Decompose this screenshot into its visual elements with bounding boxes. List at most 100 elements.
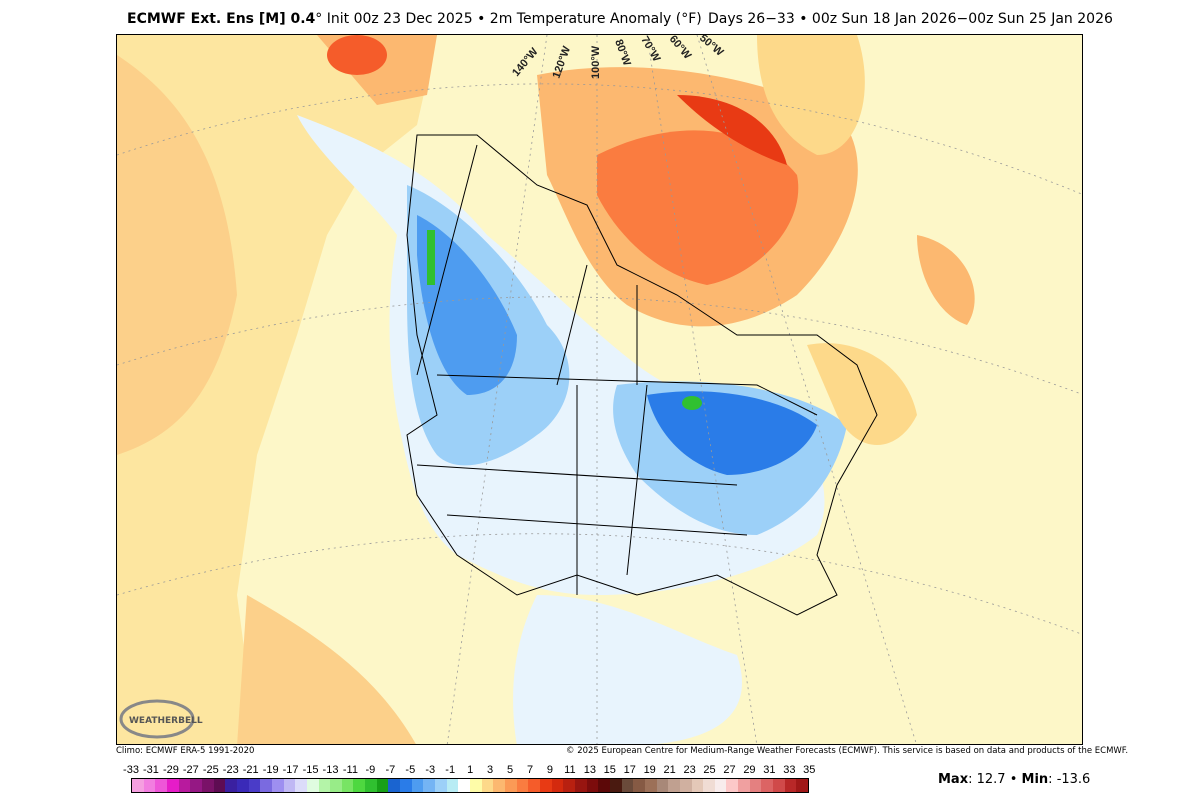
- colorbar-tick-label: -7: [385, 764, 396, 776]
- colorbar-tick-label: -9: [365, 764, 376, 776]
- valid-period: Days 26−33 • 00z Sun 18 Jan 2026−00z Sun…: [708, 11, 1113, 27]
- colorbar-swatch: [353, 779, 366, 792]
- colorbar-tick-label: -31: [142, 764, 159, 776]
- colorbar-swatch: [330, 779, 342, 792]
- init-time: Init 00z 23 Dec 2025: [326, 11, 473, 27]
- colorbar-swatch: [295, 779, 307, 792]
- colorbar-swatch: [668, 779, 680, 792]
- colorbar-swatch: [633, 779, 645, 792]
- colorbar: [131, 778, 809, 793]
- colorbar-swatch: [598, 779, 610, 792]
- graticule: [117, 35, 1082, 744]
- colorbar-swatch: [738, 779, 750, 792]
- western-cold-core: [417, 215, 517, 395]
- colorbar-swatch: [773, 779, 785, 792]
- mexico-gulf-cool: [513, 595, 742, 744]
- map-canvas: 140°W 120°W 100°W 80°W 70°W 60°W 50°W WE…: [117, 35, 1082, 744]
- colorbar-tick-label: -17: [282, 764, 299, 776]
- colorbar-swatch: [178, 779, 191, 792]
- max-value: 12.7: [976, 772, 1006, 787]
- max-min-readout: Max: 12.7 • Min: -13.6: [938, 772, 1091, 787]
- colorbar-tick-label: 33: [783, 764, 796, 776]
- colorbar-tick-label: -21: [242, 764, 259, 776]
- colorbar-swatch: [749, 779, 762, 792]
- colorbar-tick-label: -11: [342, 764, 358, 776]
- colorbar-tick-label: -33: [123, 764, 139, 776]
- colorbar-tick-label: 31: [763, 764, 776, 776]
- colorbar-swatch: [539, 779, 552, 792]
- colorbar-swatch: [376, 779, 389, 792]
- great-lakes-cold-core: [647, 391, 817, 475]
- colorbar-tick-label: -27: [182, 764, 199, 776]
- colorbar-swatch: [505, 779, 517, 792]
- colorbar-tick-label: -1: [445, 764, 456, 776]
- variable-name: 2m Temperature Anomaly (°F): [489, 11, 702, 27]
- colorbar-swatch: [703, 779, 715, 792]
- colorbar-tick-label: 29: [743, 764, 756, 776]
- colorbar-tick-label: 23: [683, 764, 696, 776]
- colorbar-swatch: [458, 779, 471, 792]
- colorbar-swatch: [155, 779, 167, 792]
- colorbar-swatch: [213, 779, 226, 792]
- svg-text:WEATHERBELL: WEATHERBELL: [129, 716, 203, 726]
- colorbar-swatch: [236, 779, 249, 792]
- colorbar-swatch: [470, 779, 482, 792]
- colorbar-swatch: [609, 779, 622, 792]
- colorbar-tick-label: 21: [663, 764, 676, 776]
- colorbar-swatch: [225, 779, 237, 792]
- colorbar-swatch: [400, 779, 412, 792]
- colorbar-swatch: [365, 779, 377, 792]
- colorbar-swatch: [784, 779, 797, 792]
- colorbar-swatch: [656, 779, 669, 792]
- colorbar-swatch: [726, 779, 739, 792]
- colorbar-tick-label: 15: [603, 764, 616, 776]
- colorbar-swatch: [493, 779, 505, 792]
- greenland-warm: [757, 35, 865, 155]
- colorbar-tick-label: -5: [405, 764, 416, 776]
- colorbar-tick-label: 9: [546, 764, 553, 776]
- pacific-warm-core: [117, 55, 237, 455]
- bullet: •: [477, 11, 486, 27]
- colorbar-tick-label: -25: [202, 764, 219, 776]
- colorbar-tick-label: 11: [564, 764, 576, 776]
- colorbar-swatch: [260, 779, 272, 792]
- climo-note: Climo: ECMWF ERA-5 1991-2020: [116, 746, 255, 756]
- lon-label: 100°W: [590, 45, 602, 79]
- colorbar-tick-label: -29: [162, 764, 179, 776]
- colorbar-swatch: [306, 779, 319, 792]
- colorbar-tick-label: 5: [506, 764, 514, 776]
- atlantic-warm: [807, 343, 917, 445]
- colorbar-tick-label: 25: [703, 764, 716, 776]
- colorbar-swatch: [388, 779, 401, 792]
- hudson-hot-spot: [677, 95, 787, 165]
- colorbar-swatch: [481, 779, 494, 792]
- colorbar-tick-label: 3: [487, 764, 494, 776]
- colorbar-swatch: [166, 779, 179, 792]
- model-name: ECMWF Ext. Ens [M] 0.4: [127, 11, 316, 27]
- colorbar-labels: -33 -31 -29 -27 -25 -23 -21 -19 -17 -15 -13 -11 -9 -7…: [122, 764, 822, 778]
- colorbar-swatch: [691, 779, 704, 792]
- political-borders: [406, 134, 878, 616]
- colorbar-swatch: [318, 779, 331, 792]
- colorbar-swatch: [248, 779, 261, 792]
- colorbar-swatch: [143, 779, 156, 792]
- colorbar-swatch: [201, 779, 214, 792]
- colorbar-swatch: [132, 779, 144, 792]
- colorbar-tick-label: -3: [425, 764, 436, 776]
- min-label: Min: [1021, 772, 1049, 787]
- colorbar-swatch: [563, 779, 575, 792]
- labrador-warm: [917, 235, 975, 325]
- colorbar-tick-label: 7: [526, 764, 534, 776]
- colorbar-tick-label: 35: [803, 764, 816, 776]
- colorbar-tick-label: 27: [723, 764, 736, 776]
- temperature-anomaly-map[interactable]: 140°W 120°W 100°W 80°W 70°W 60°W 50°W WE…: [116, 34, 1083, 745]
- coastal-coldest-spot: [427, 230, 435, 285]
- colorbar-swatch: [586, 779, 599, 792]
- colorbar-swatch: [679, 779, 692, 792]
- coldest-spot: [682, 396, 702, 410]
- colorbar-swatch: [551, 779, 564, 792]
- colorbar-swatch: [341, 779, 354, 792]
- colorbar-swatch: [574, 779, 587, 792]
- min-value: -13.6: [1056, 772, 1091, 787]
- colorbar-swatch: [423, 779, 436, 792]
